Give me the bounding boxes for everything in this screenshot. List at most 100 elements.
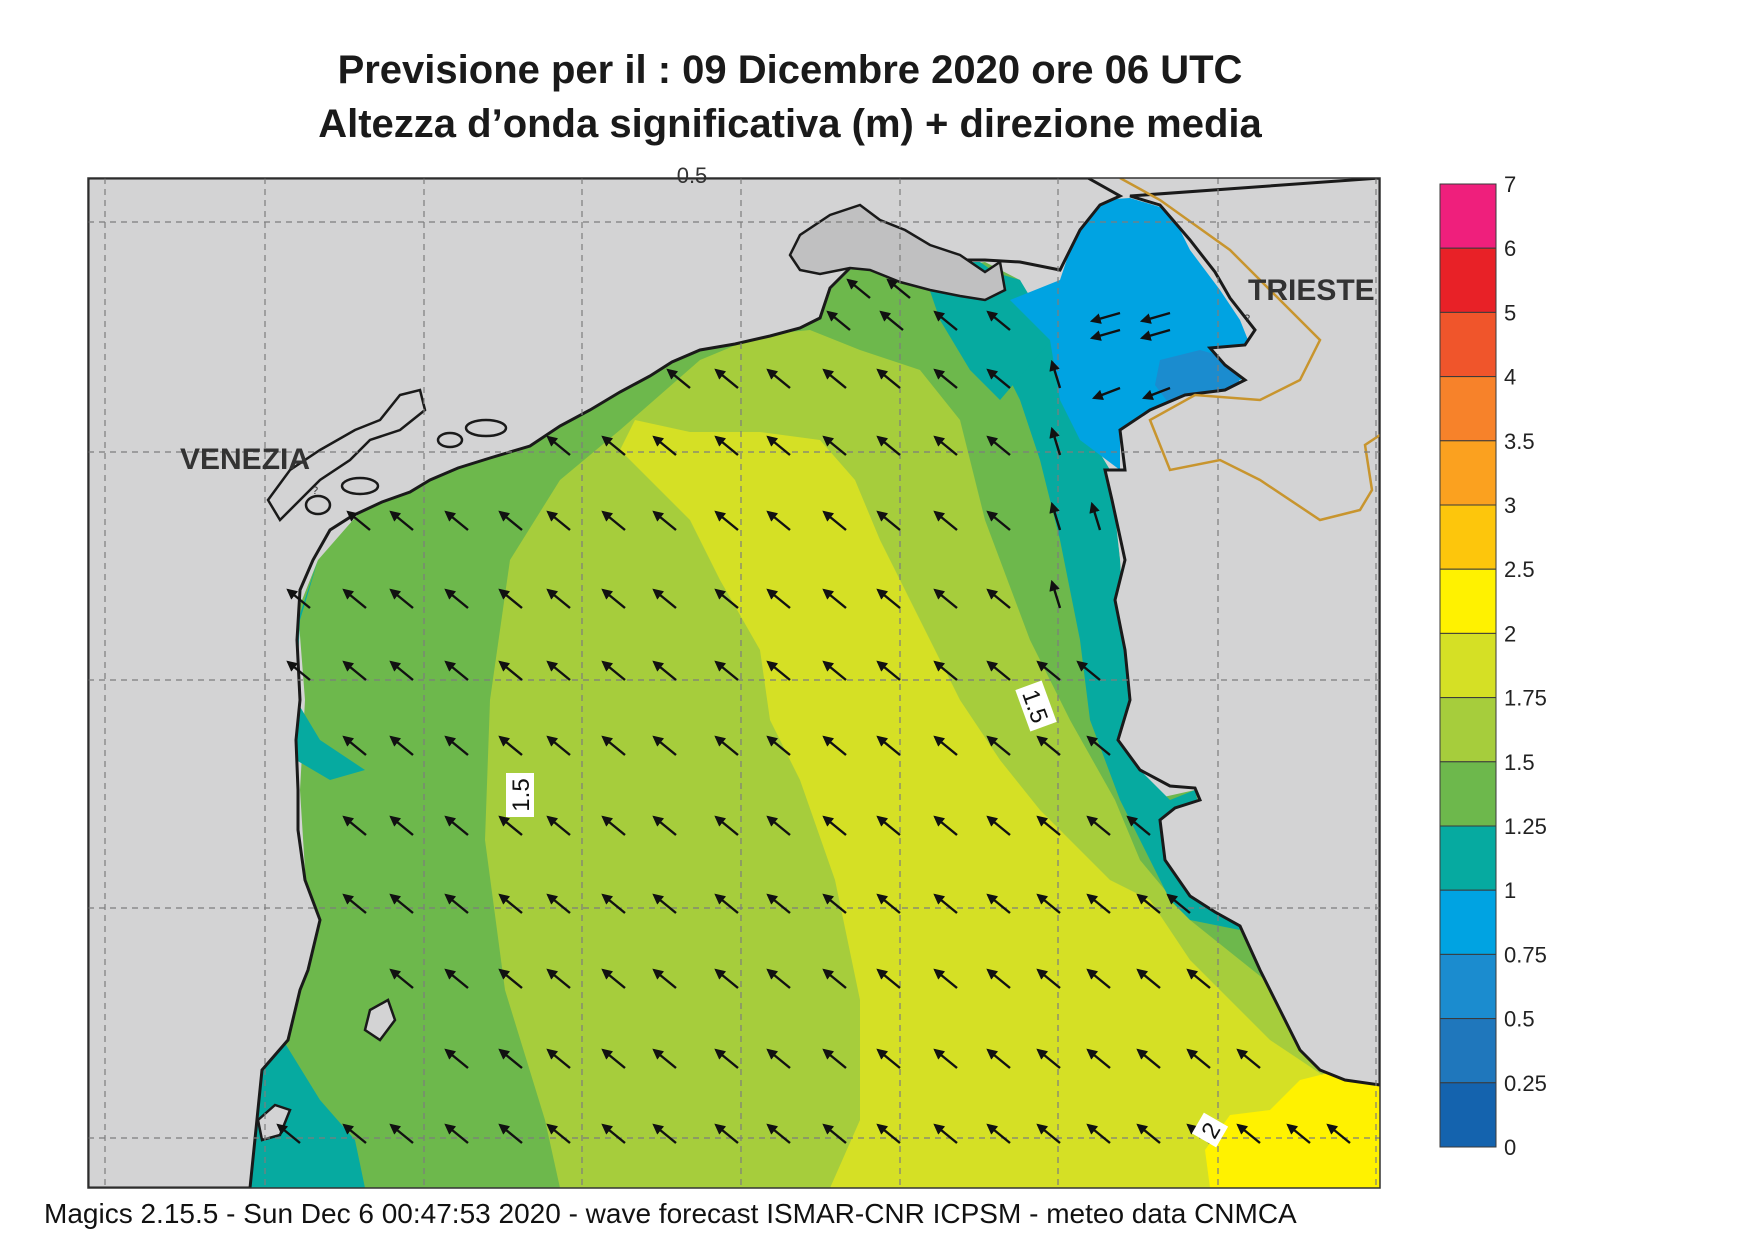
wave-direction-arrow bbox=[876, 893, 901, 914]
legend-swatch bbox=[1439, 1018, 1497, 1084]
wave-direction-arrow bbox=[1086, 815, 1111, 836]
wave-direction-arrow bbox=[822, 968, 847, 989]
wave-direction-arrow bbox=[342, 815, 367, 836]
wave-direction-arrow bbox=[933, 893, 958, 914]
wave-direction-arrow bbox=[498, 1123, 523, 1144]
wave-direction-arrow bbox=[546, 435, 571, 456]
land-karst bbox=[788, 203, 1007, 302]
wave-direction-arrow bbox=[822, 660, 847, 681]
wave-direction-arrow bbox=[652, 435, 677, 456]
wave-direction-arrow bbox=[342, 893, 367, 914]
wave-direction-arrow bbox=[346, 510, 371, 531]
wave-direction-arrow bbox=[933, 968, 958, 989]
wave-direction-arrow bbox=[933, 435, 958, 456]
sea-zone-1-125-east bbox=[920, 262, 1240, 930]
wave-direction-arrow bbox=[498, 510, 523, 531]
wave-direction-arrow bbox=[1049, 426, 1062, 456]
wave-direction-arrow bbox=[876, 510, 901, 531]
wave-direction-arrow bbox=[933, 1123, 958, 1144]
wave-direction-arrow bbox=[1086, 1123, 1111, 1144]
wave-direction-arrow bbox=[444, 1048, 469, 1069]
wave-direction-arrow bbox=[1086, 893, 1111, 914]
wave-direction-arrow bbox=[822, 893, 847, 914]
wave-direction-arrow bbox=[546, 893, 571, 914]
wave-direction-arrow bbox=[498, 660, 523, 681]
wave-direction-arrow bbox=[714, 968, 739, 989]
wave-direction-arrow bbox=[876, 1048, 901, 1069]
legend-swatch bbox=[1439, 632, 1497, 699]
wave-direction-arrow bbox=[342, 735, 367, 756]
wave-direction-arrows bbox=[276, 278, 1351, 1144]
wave-direction-arrow bbox=[886, 278, 911, 299]
wave-direction-arrow bbox=[1036, 968, 1061, 989]
wave-direction-arrow bbox=[766, 588, 791, 609]
wave-direction-arrow bbox=[652, 815, 677, 836]
wave-direction-arrow bbox=[766, 660, 791, 681]
wave-direction-arrow bbox=[714, 1048, 739, 1069]
wave-direction-arrow bbox=[766, 968, 791, 989]
legend-tick-label: 0 bbox=[1504, 1135, 1516, 1160]
wave-direction-arrow bbox=[714, 660, 739, 681]
wave-direction-arrow bbox=[444, 893, 469, 914]
wave-direction-arrow bbox=[933, 1048, 958, 1069]
wave-direction-arrow bbox=[1089, 501, 1102, 531]
legend-swatch bbox=[1439, 311, 1497, 378]
wave-direction-arrow bbox=[652, 588, 677, 609]
wave-direction-arrow bbox=[986, 968, 1011, 989]
legend-tick-label: 2.5 bbox=[1504, 557, 1535, 582]
wave-direction-arrow bbox=[498, 735, 523, 756]
sea-zone-175-2 bbox=[620, 420, 1380, 1188]
map-frame bbox=[87, 177, 1381, 1189]
wave-direction-arrow bbox=[444, 968, 469, 989]
wave-direction-arrow bbox=[601, 435, 626, 456]
wave-direction-arrow bbox=[876, 815, 901, 836]
wave-direction-arrow bbox=[601, 893, 626, 914]
wave-direction-arrow bbox=[876, 368, 901, 389]
wave-direction-arrow bbox=[1139, 311, 1171, 324]
wave-direction-arrow bbox=[766, 1048, 791, 1069]
wave-direction-arrow bbox=[1086, 735, 1111, 756]
wave-direction-arrow bbox=[1126, 815, 1151, 836]
wave-direction-arrow bbox=[986, 1048, 1011, 1069]
wave-direction-arrow bbox=[1036, 815, 1061, 836]
wave-direction-arrow bbox=[1136, 893, 1161, 914]
legend-tick-label: 0.25 bbox=[1504, 1071, 1547, 1096]
wave-direction-arrow bbox=[652, 968, 677, 989]
wave-direction-arrow bbox=[986, 588, 1011, 609]
wave-direction-arrow bbox=[1136, 1123, 1161, 1144]
wave-direction-arrow bbox=[342, 1123, 367, 1144]
wave-direction-arrow bbox=[498, 893, 523, 914]
wave-direction-arrow bbox=[766, 893, 791, 914]
national-border bbox=[1119, 178, 1380, 522]
wave-direction-arrow bbox=[1036, 1048, 1061, 1069]
wave-direction-arrow bbox=[1049, 579, 1062, 609]
wave-direction-arrow bbox=[601, 1123, 626, 1144]
wave-direction-arrow bbox=[498, 968, 523, 989]
wave-direction-arrow bbox=[1091, 386, 1121, 400]
legend-tick-label: 1 bbox=[1504, 878, 1516, 903]
wave-direction-arrow bbox=[444, 588, 469, 609]
wave-direction-arrow bbox=[933, 510, 958, 531]
legend-swatch bbox=[1439, 183, 1497, 249]
wave-direction-arrow bbox=[389, 815, 414, 836]
svg-text:1.5: 1.5 bbox=[508, 778, 535, 811]
wave-direction-arrow bbox=[822, 368, 847, 389]
wave-direction-arrow bbox=[1076, 660, 1101, 681]
city-label-trieste: TRIESTE bbox=[1248, 274, 1375, 307]
wave-direction-arrow bbox=[342, 588, 367, 609]
wave-direction-arrow bbox=[822, 435, 847, 456]
wave-direction-arrow bbox=[652, 1048, 677, 1069]
top-edge-contour-label: 0.5 bbox=[677, 163, 708, 188]
wave-direction-arrow bbox=[986, 893, 1011, 914]
venezia-marker-icon: ? bbox=[312, 485, 318, 497]
city-label-venezia: VENEZIA bbox=[180, 443, 310, 476]
wave-direction-arrow bbox=[389, 893, 414, 914]
wave-direction-arrow bbox=[546, 510, 571, 531]
wave-direction-arrow bbox=[546, 588, 571, 609]
wave-direction-arrow bbox=[766, 735, 791, 756]
wave-direction-arrow bbox=[1049, 501, 1062, 531]
wave-direction-arrow bbox=[933, 588, 958, 609]
wave-direction-arrow bbox=[986, 435, 1011, 456]
wave-direction-arrow bbox=[1141, 386, 1171, 400]
